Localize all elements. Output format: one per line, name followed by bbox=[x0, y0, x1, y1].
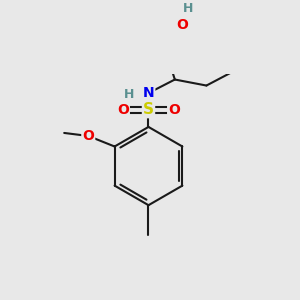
Text: S: S bbox=[143, 102, 154, 117]
Text: O: O bbox=[82, 129, 94, 143]
Text: H: H bbox=[124, 88, 134, 101]
Text: N: N bbox=[143, 86, 154, 100]
Text: O: O bbox=[117, 103, 129, 117]
Text: H: H bbox=[183, 2, 194, 14]
Text: O: O bbox=[168, 103, 180, 117]
Text: O: O bbox=[176, 18, 188, 32]
